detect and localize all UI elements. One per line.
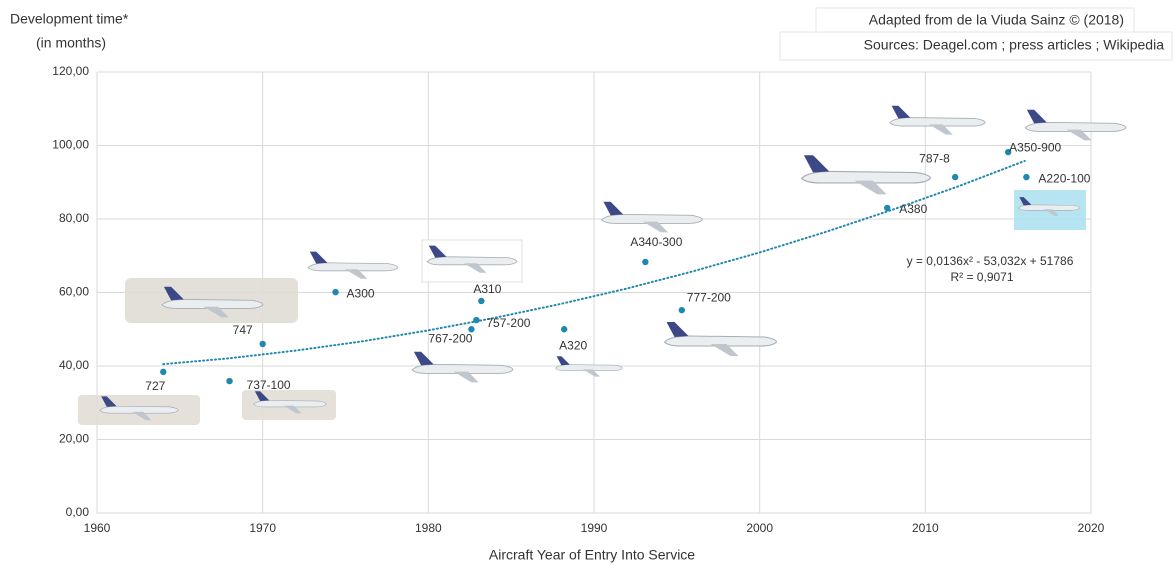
aircraft-image: [801, 154, 931, 195]
aircraft-image: [889, 105, 986, 136]
point-label: A220-100: [1038, 171, 1090, 185]
y-tick-label: 0,00: [66, 505, 90, 519]
data-point: [1004, 148, 1012, 156]
point-label: 737-100: [247, 378, 291, 392]
point-label: A320: [559, 338, 587, 352]
data-point: [884, 204, 891, 212]
x-tick-label: 1990: [581, 521, 608, 535]
x-tick-label: 1960: [84, 521, 111, 535]
aircraft-image: [1024, 109, 1127, 142]
y-tick-label: 120,00: [52, 64, 89, 78]
y-tick-label: 100,00: [52, 138, 89, 152]
point-label: 787-8: [919, 151, 950, 165]
point-label: A380: [899, 202, 927, 216]
data-point: [478, 297, 485, 305]
x-tick-label: 1980: [415, 521, 442, 535]
point-label: 747: [233, 323, 253, 337]
point-label: 767-200: [428, 331, 472, 345]
sources-box: [779, 31, 1173, 61]
trendline: [162, 159, 1026, 366]
aircraft-image: [307, 251, 399, 280]
y-tick-label: 60,00: [59, 285, 89, 299]
sources: Sources: Deagel.com ; press articles ; W…: [864, 37, 1165, 53]
point-label: 777-200: [687, 290, 731, 304]
data-point: [473, 316, 480, 324]
x-tick-label: 1970: [249, 521, 276, 535]
credit-box: [815, 7, 1135, 35]
x-tick-label: 2020: [1078, 521, 1105, 535]
aircraft-image: [601, 201, 703, 233]
point-label: 757-200: [486, 316, 530, 330]
point-label: A310: [473, 282, 501, 296]
x-tick-label: 2010: [912, 521, 939, 535]
point-label: A340-300: [630, 235, 682, 249]
aircraft-image: [555, 355, 623, 377]
y-axis-label: Development time*: [10, 11, 129, 27]
data-point: [678, 306, 686, 314]
x-axis-label: Aircraft Year of Entry Into Service: [489, 547, 695, 563]
point-label: A300: [347, 286, 375, 300]
plot-grid: 0,00 20,00 40,00 60,00 80,00 100,00 120,00 1960…: [52, 64, 1104, 535]
x-tick-label: 2000: [746, 521, 773, 535]
aircraft-images: [78, 105, 1127, 425]
data-point: [259, 340, 266, 348]
data-point: [226, 377, 233, 385]
data-point: [332, 288, 339, 296]
trendline-r2: R² = 0,9071: [950, 270, 1013, 284]
data-point: [951, 173, 959, 181]
aircraft-image: [411, 351, 514, 383]
data-point: [642, 258, 649, 266]
y-tick-label: 40,00: [59, 358, 89, 372]
data-point: [1023, 173, 1030, 181]
data-point: [468, 326, 475, 333]
y-tick-label: 20,00: [59, 432, 89, 446]
data-point: [560, 326, 568, 333]
data-point: [160, 368, 167, 376]
y-tick-label: 80,00: [59, 211, 89, 225]
credit: Adapted from de la Viuda Sainz © (2018): [869, 12, 1124, 28]
point-label: 727: [145, 379, 165, 393]
point-label: A350-900: [1009, 140, 1061, 154]
y-axis-label: (in months): [36, 35, 106, 51]
trendline-equation: y = 0,0136x² - 53,032x + 51786: [907, 254, 1074, 268]
